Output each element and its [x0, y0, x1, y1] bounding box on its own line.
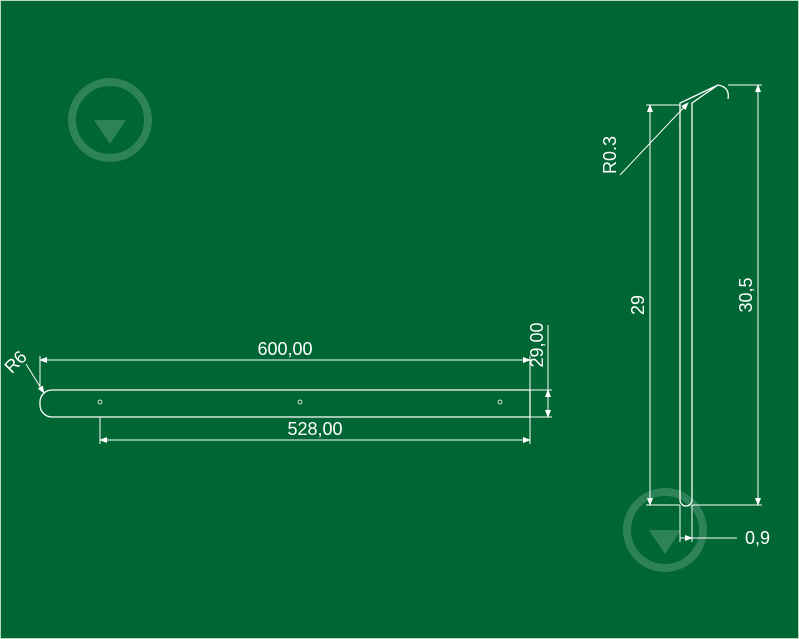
profile-section: [680, 85, 728, 506]
dim-section-305-label: 30,5: [736, 277, 756, 312]
dim-section-305: 30,5: [692, 85, 762, 505]
dim-section-29: 29: [628, 105, 680, 505]
dim-thickness-09: 0,9: [680, 505, 770, 548]
dim-radius-r03-label: R0.3: [600, 136, 620, 174]
dim-section-29-label: 29: [628, 295, 648, 315]
dim-radius-r03: R0.3: [600, 103, 688, 175]
dim-thickness-09-label: 0,9: [745, 528, 770, 548]
right-view-drawing: 29 30,5 R0.3 0,9: [0, 0, 799, 639]
